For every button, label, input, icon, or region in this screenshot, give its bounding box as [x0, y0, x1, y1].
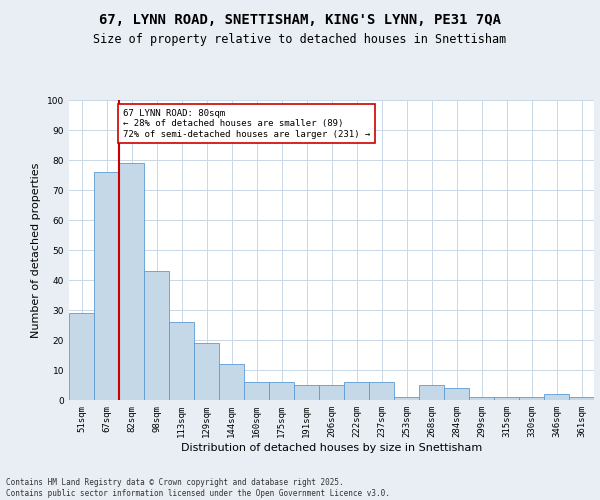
Bar [194, 343, 219, 400]
Bar [469, 397, 494, 400]
Bar [169, 322, 194, 400]
Bar [319, 385, 344, 400]
Bar [419, 385, 444, 400]
Bar [94, 172, 119, 400]
Text: 67 LYNN ROAD: 80sqm
← 28% of detached houses are smaller (89)
72% of semi-detach: 67 LYNN ROAD: 80sqm ← 28% of detached ho… [123, 109, 370, 139]
Bar [494, 397, 519, 400]
Bar [119, 163, 144, 400]
Bar [544, 394, 569, 400]
Bar [219, 364, 244, 400]
Bar [294, 385, 319, 400]
Text: 67, LYNN ROAD, SNETTISHAM, KING'S LYNN, PE31 7QA: 67, LYNN ROAD, SNETTISHAM, KING'S LYNN, … [99, 12, 501, 26]
Y-axis label: Number of detached properties: Number of detached properties [31, 162, 41, 338]
Bar [269, 382, 294, 400]
Text: Size of property relative to detached houses in Snettisham: Size of property relative to detached ho… [94, 32, 506, 46]
X-axis label: Distribution of detached houses by size in Snettisham: Distribution of detached houses by size … [181, 442, 482, 452]
Bar [369, 382, 394, 400]
Bar [344, 382, 369, 400]
Bar [144, 271, 169, 400]
Bar [244, 382, 269, 400]
Bar [444, 388, 469, 400]
Bar [69, 313, 94, 400]
Text: Contains HM Land Registry data © Crown copyright and database right 2025.
Contai: Contains HM Land Registry data © Crown c… [6, 478, 390, 498]
Bar [394, 397, 419, 400]
Bar [569, 397, 594, 400]
Bar [519, 397, 544, 400]
